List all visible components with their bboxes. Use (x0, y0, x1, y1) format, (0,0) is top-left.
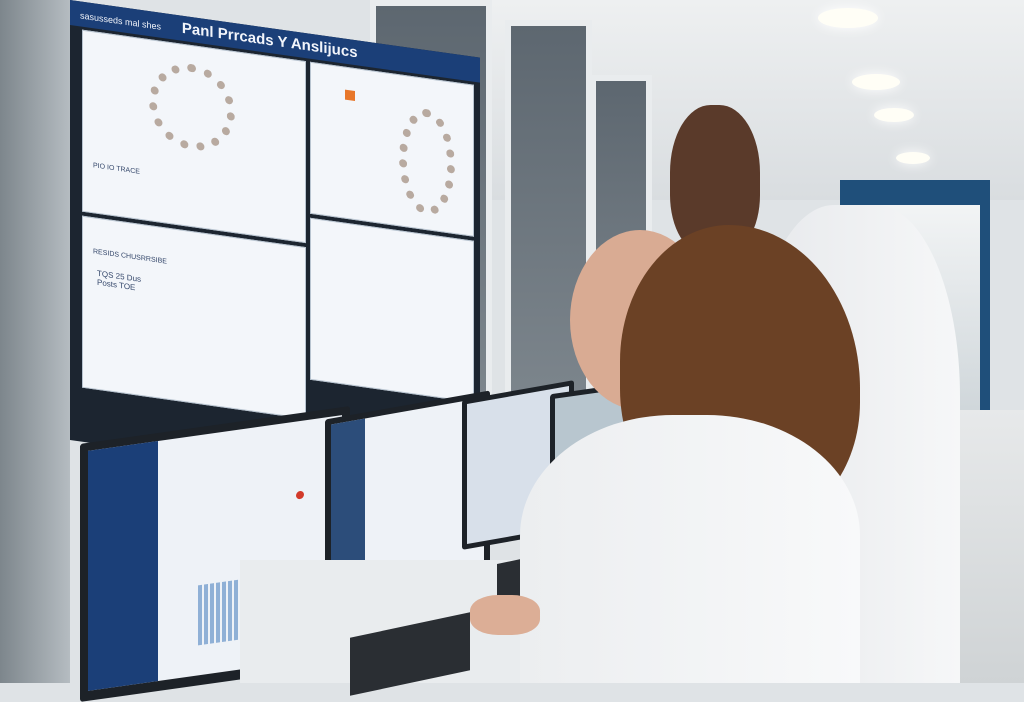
hand (470, 595, 540, 635)
ceiling-light (896, 152, 930, 164)
panel-ring-chart: PIO IO TRACE (82, 29, 306, 244)
ceiling-light (852, 74, 900, 90)
left-wall (0, 0, 70, 683)
panel-label: TQS 25 Dus Posts TOE (97, 268, 142, 293)
status-dot (296, 490, 304, 500)
ceiling-light (874, 108, 914, 122)
panel-label: RESIDS CHUSRRSIBE (93, 248, 167, 266)
subtitle: sasusseds mal shes (80, 10, 162, 32)
marker (345, 89, 355, 102)
lab-coat (520, 415, 860, 683)
panel-label: PIO IO TRACE (93, 162, 140, 176)
ring-chart (149, 58, 235, 157)
panel-report: RESIDS CHUSRRSIBE TQS 25 Dus Posts TOE (82, 215, 306, 420)
ring-chart (399, 105, 455, 220)
woman-scientist (440, 225, 860, 683)
panel-cluster-chart (310, 61, 474, 237)
ceiling-light (818, 8, 878, 28)
sidebar (88, 441, 158, 691)
